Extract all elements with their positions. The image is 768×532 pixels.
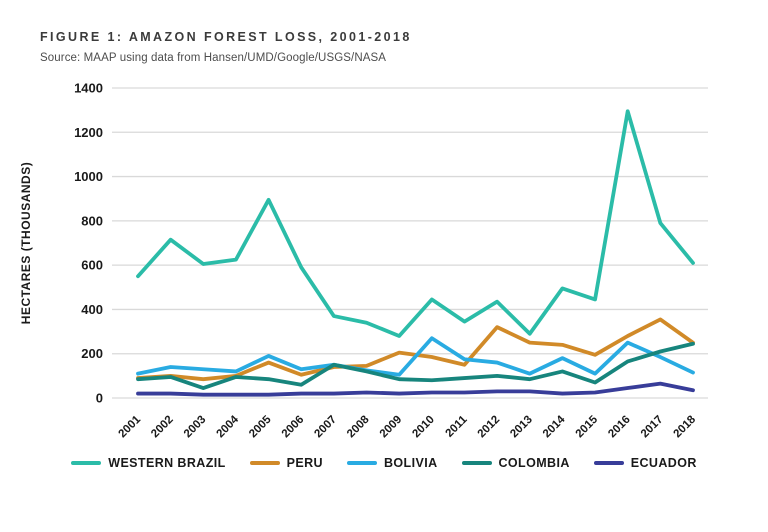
y-tick-label-400: 400 [81,302,103,317]
legend-label-bolivia: BOLIVIA [384,456,438,470]
x-tick-label-2006: 2006 [280,414,307,441]
y-tick-label-1400: 1400 [74,81,103,96]
x-tick-label-2007: 2007 [312,414,339,441]
legend-item-colombia: COLOMBIA [461,456,570,470]
line-chart-canvas: 0 200 400 600 800 1000 1200 1400 HECTARES (THOUS… [19,81,708,441]
legend-label-colombia: COLOMBIA [498,456,570,470]
x-tick-label-2009: 2009 [378,414,405,441]
figure-source: Source: MAAP using data from Hansen/UMD/… [40,52,387,64]
x-tick-label-2015: 2015 [574,413,601,440]
x-tick-label-2012: 2012 [476,414,503,441]
legend-item-peru: PERU [249,456,323,470]
legend-swatch-colombia [461,461,492,465]
x-tick-label-2017: 2017 [639,414,666,441]
y-axis-title: HECTARES (THOUSANDS) [19,162,33,324]
legend-label-western-brazil: WESTERN BRAZIL [108,456,226,470]
x-tick-label-2018: 2018 [672,413,699,440]
series-line-bolivia [136,336,695,377]
y-tick-label-600: 600 [81,258,103,273]
x-tick-label-2011: 2011 [443,413,470,440]
legend-swatch-ecuador [593,461,624,465]
x-tick-label-2003: 2003 [182,414,209,441]
x-tick-label-2002: 2002 [149,414,176,441]
figure-title: FIGURE 1: AMAZON FOREST LOSS, 2001-2018 [40,30,412,44]
y-tick-label-200: 200 [81,346,103,361]
x-tick-label-2004: 2004 [214,413,241,440]
legend-swatch-western-brazil [71,461,102,465]
y-tick-label-1000: 1000 [74,169,103,184]
x-tick-label-2013: 2013 [508,414,535,441]
legend-label-peru: PERU [286,456,323,470]
legend-item-western-brazil: WESTERN BRAZIL [71,456,225,470]
legend-item-ecuador: ECUADOR [593,456,697,470]
y-tick-label-800: 800 [81,213,103,228]
legend-swatch-bolivia [347,461,377,465]
x-tick-label-2014: 2014 [541,413,568,440]
legend-label-ecuador: ECUADOR [630,456,697,470]
x-tick-label-2005: 2005 [247,413,274,440]
series-line-colombia [136,341,695,390]
x-tick-label-2016: 2016 [606,414,633,441]
x-tick-label-2001: 2001 [117,413,144,440]
series-line-western-brazil [136,109,695,338]
y-tick-label-0: 0 [96,391,103,406]
chart-legend: WESTERN BRAZIL PERU BOLIVIA COLOMBIA ECUADOR [0,456,768,470]
legend-item-bolivia: BOLIVIA [347,456,438,470]
legend-swatch-peru [249,461,280,465]
x-tick-label-2010: 2010 [410,414,437,441]
x-tick-label-2008: 2008 [345,413,372,440]
y-tick-label-1200: 1200 [74,125,103,140]
series-line-ecuador [136,381,695,397]
